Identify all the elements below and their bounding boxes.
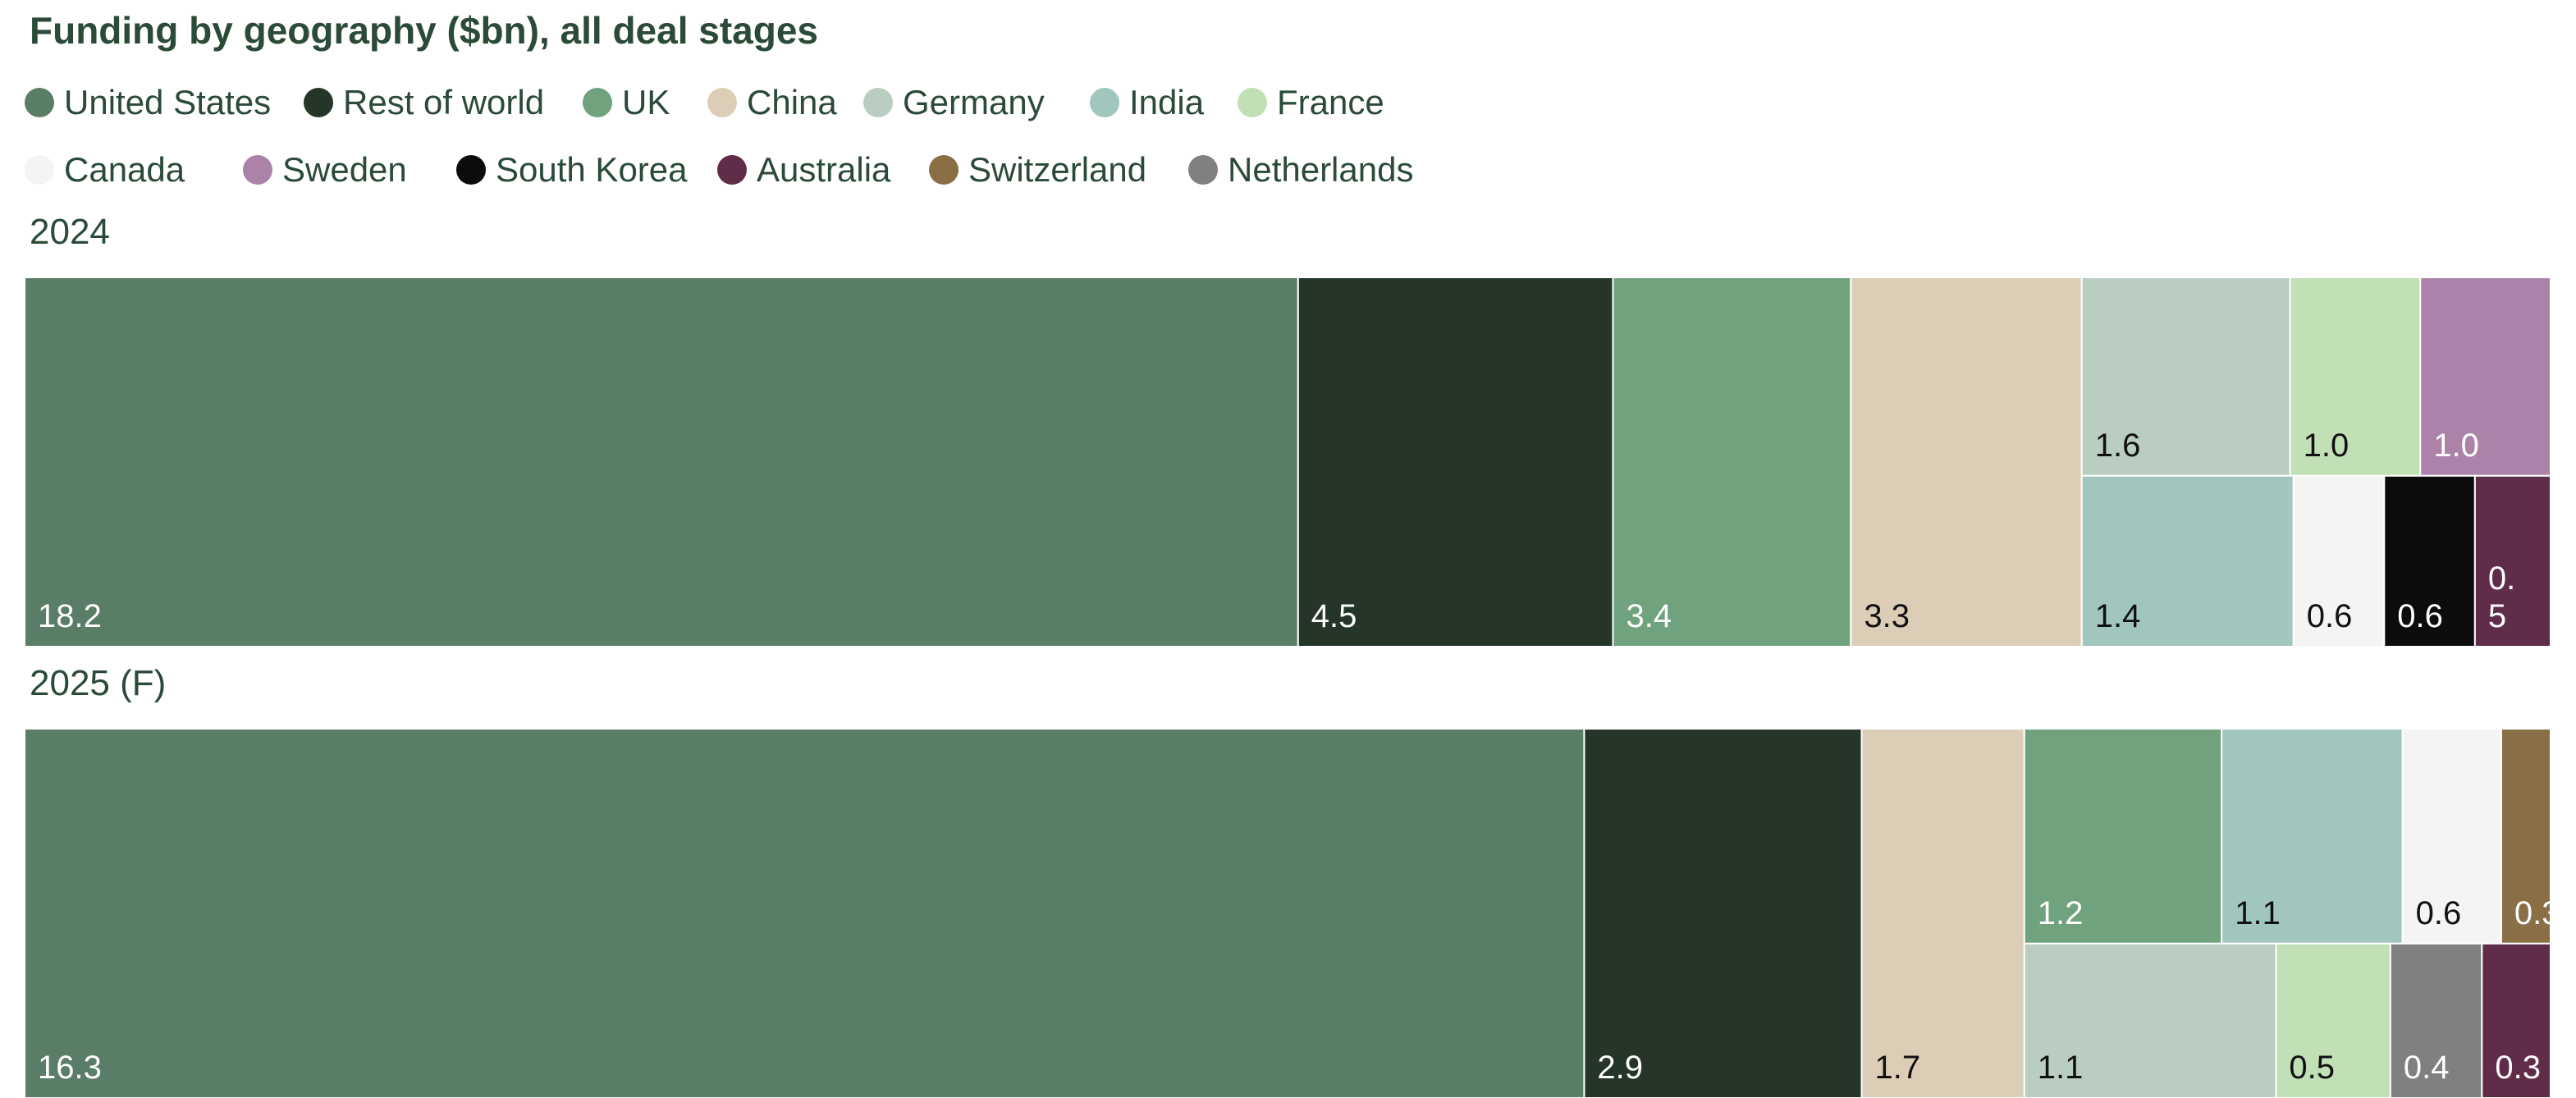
legend-item: Canada	[25, 136, 185, 204]
cell-germany	[2023, 942, 2277, 1098]
cell-rest-of-world	[1583, 728, 1863, 1098]
cell-india	[2221, 728, 2404, 945]
cell-australia	[2481, 942, 2551, 1098]
cell-value-label: 0.4	[2404, 1050, 2450, 1086]
cell-value-label: 3.4	[1626, 598, 1672, 634]
cell-value-label: 0.6	[2307, 598, 2353, 634]
legend-swatch	[717, 155, 747, 185]
cell-united-states	[24, 728, 1585, 1098]
legend-label: Canada	[64, 150, 185, 189]
cell-value-label: 1.7	[1875, 1050, 1921, 1086]
legend-swatch	[1090, 88, 1119, 117]
cell-value-label: 3.3	[1864, 598, 1910, 634]
cell-value-label: 1.1	[2038, 1050, 2084, 1086]
cell-germany	[2080, 277, 2291, 477]
legend-row-1: United States Rest of world UK China Ger…	[25, 69, 1502, 136]
cell-value-label: 1.0	[2304, 428, 2350, 464]
cell-value-label: 1.1	[2235, 895, 2281, 931]
legend-item: Netherlands	[1188, 136, 1413, 204]
legend-item: United States	[25, 69, 271, 136]
cell-canada	[2401, 728, 2502, 945]
legend-item: Australia	[717, 136, 890, 204]
cell-france	[2275, 942, 2391, 1098]
cell-sweden	[2419, 277, 2551, 477]
legend-item: Germany	[863, 69, 1045, 136]
cell-value-label: 1.2	[2038, 895, 2084, 931]
cell-united-states	[24, 277, 1299, 647]
legend-swatch	[243, 155, 272, 185]
legend-item: China	[707, 69, 837, 136]
legend-item: UK	[583, 69, 670, 136]
panel-label-2024: 2024	[30, 212, 110, 252]
legend-swatch	[1238, 88, 1267, 117]
legend-item: Switzerland	[929, 136, 1146, 204]
legend-item: Sweden	[243, 136, 407, 204]
legend-swatch	[1188, 155, 1218, 185]
panel-label-2025: 2025 (F)	[30, 663, 167, 703]
legend-swatch	[25, 88, 54, 117]
cell-south-korea	[2383, 474, 2476, 647]
cell-value-label: 2.9	[1597, 1050, 1643, 1086]
legend-swatch	[304, 88, 333, 117]
cell-value-label: 0.5	[2289, 1050, 2335, 1086]
legend-label: Rest of world	[343, 83, 545, 121]
cell-value-label: 1.4	[2095, 598, 2141, 634]
cell-switzerland	[2500, 728, 2551, 945]
legend-swatch	[707, 88, 737, 117]
legend-label: India	[1129, 83, 1205, 121]
cell-value-label: 0.6	[2416, 895, 2462, 931]
legend-label: Germany	[903, 83, 1045, 121]
legend-item: India	[1090, 69, 1204, 136]
cell-china	[1860, 728, 2025, 1098]
cell-value-label: 4.5	[1311, 598, 1357, 634]
legend-label: Switzerland	[968, 150, 1147, 189]
legend-label: France	[1277, 83, 1384, 121]
legend-label: UK	[622, 83, 670, 121]
cell-value-label: 18.2	[38, 598, 102, 634]
legend-label: Netherlands	[1228, 150, 1414, 189]
legend: United States Rest of world UK China Ger…	[25, 69, 1502, 204]
legend-item: France	[1238, 69, 1384, 136]
legend-swatch	[929, 155, 959, 185]
legend-label: South Korea	[496, 150, 688, 189]
legend-swatch	[583, 88, 612, 117]
legend-item: Rest of world	[304, 69, 544, 136]
cell-value-label: 0.6	[2397, 598, 2443, 634]
cell-value-label: 1.6	[2095, 428, 2141, 464]
cell-india	[2080, 474, 2295, 647]
cell-value-label: 1.0	[2433, 428, 2479, 464]
cell-rest-of-world	[1297, 277, 1614, 647]
legend-swatch	[25, 155, 54, 185]
cell-value-label: 0.3	[2514, 895, 2560, 931]
legend-label: Sweden	[282, 150, 407, 189]
chart-title: Funding by geography ($bn), all deal sta…	[30, 9, 819, 52]
legend-label: United States	[64, 83, 272, 121]
cell-uk	[1612, 277, 1852, 647]
cell-value-label: 0.5	[2488, 560, 2515, 634]
legend-label: Australia	[757, 150, 891, 189]
legend-item: South Korea	[456, 136, 688, 204]
legend-row-2: Canada Sweden South Korea Australia Swit…	[25, 136, 1502, 204]
cell-australia	[2473, 474, 2552, 647]
cell-value-label: 16.3	[38, 1050, 102, 1086]
cell-netherlands	[2389, 942, 2483, 1098]
cell-value-label: 0.3	[2495, 1050, 2541, 1086]
cell-china	[1850, 277, 2083, 647]
legend-swatch	[863, 88, 893, 117]
cell-canada	[2292, 474, 2386, 647]
legend-swatch	[456, 155, 486, 185]
cell-uk	[2023, 728, 2223, 945]
legend-label: China	[747, 83, 837, 121]
